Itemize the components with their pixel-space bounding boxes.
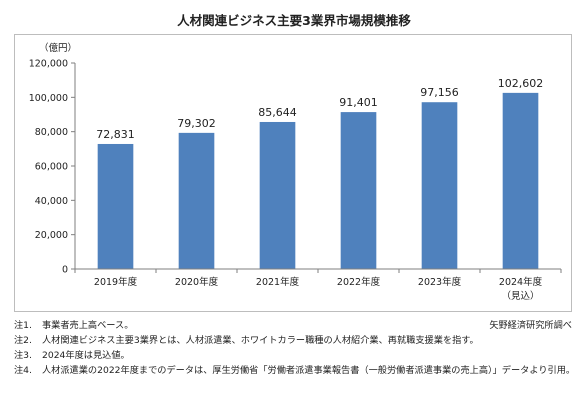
bar-value-label: 97,156 (420, 86, 459, 99)
note-number: 注3. (14, 350, 32, 361)
bar-value-label: 85,644 (258, 106, 297, 119)
bar-value-label: 102,602 (498, 77, 544, 90)
y-tick-label: 100,000 (29, 93, 68, 104)
y-tick-label: 120,000 (29, 59, 68, 70)
note-text: 人材派遣業の2022年度までのデータは、厚生労働省「労働者派遣事業報告書（一般労… (42, 365, 576, 376)
y-tick-label: 40,000 (35, 196, 68, 207)
x-tick-label: 2020年度 (175, 276, 219, 288)
note-number: 注2. (14, 335, 32, 346)
note-3: 注3. 2024年度は見込値。 (14, 348, 574, 363)
x-tick-label: 2019年度 (94, 276, 138, 288)
bar-value-label: 91,401 (339, 96, 378, 109)
bar (97, 143, 134, 269)
note-text: 事業者売上高ベース。 (42, 320, 134, 331)
bar (421, 102, 458, 269)
bar-value-label: 72,831 (96, 128, 135, 141)
y-tick-label: 80,000 (35, 127, 68, 138)
bar (259, 121, 296, 269)
note-1: 注1. 事業者売上高ベース。 (14, 318, 574, 333)
bar-chart: （億円） 0 20,000 40,000 60,000 80,000 100,000 120… (29, 42, 562, 302)
y-tick-label: 20,000 (35, 230, 68, 241)
x-tick-label: 2021年度 (256, 276, 300, 288)
source-credit: 矢野経済研究所調べ (489, 320, 572, 331)
note-text: 2024年度は見込値。 (42, 350, 130, 361)
notes: 注1. 事業者売上高ベース。 注2. 人材関連ビジネス主要3業界とは、人材派遣業… (14, 318, 576, 378)
chart-title: 人材関連ビジネス主要3業界市場規模推移 (177, 13, 411, 28)
bar (178, 132, 215, 269)
x-tick-sublabel: （見込） (501, 290, 539, 302)
y-tick-label: 0 (62, 265, 68, 276)
note-4: 注4. 人材派遣業の2022年度までのデータは、厚生労働省「労働者派遣事業報告書… (14, 363, 576, 378)
note-number: 注4. (14, 365, 32, 376)
y-axis-unit-label: （億円） (39, 42, 77, 54)
x-tick-label: 2024年度 (499, 276, 543, 288)
x-tick-label: 2022年度 (337, 276, 381, 288)
bar-value-label: 79,302 (177, 117, 216, 130)
note-number: 注1. (14, 320, 32, 331)
bar (502, 92, 539, 269)
bar (340, 112, 377, 270)
x-tick-label: 2023年度 (418, 276, 462, 288)
chart-frame: （億円） 0 20,000 40,000 60,000 80,000 100,000 120… (14, 34, 572, 312)
note-text: 人材関連ビジネス主要3業界とは、人材派遣業、ホワイトカラー職種の人材紹介業、再就… (42, 335, 479, 346)
note-2: 注2. 人材関連ビジネス主要3業界とは、人材派遣業、ホワイトカラー職種の人材紹介… (14, 333, 574, 348)
y-tick-label: 60,000 (35, 162, 68, 173)
